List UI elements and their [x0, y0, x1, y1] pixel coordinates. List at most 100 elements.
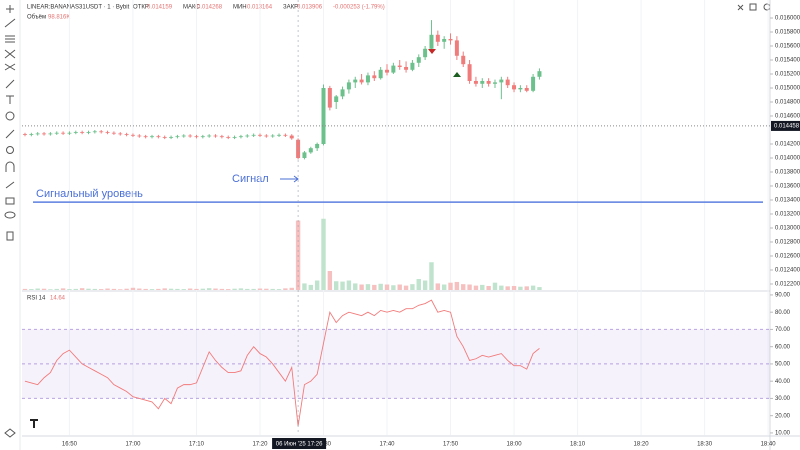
lock-tool[interactable] [5, 197, 15, 205]
crosshair-tool[interactable] [6, 5, 14, 13]
y-tick-label: 80.00 [775, 310, 791, 316]
x-tick-label: 17:40 [380, 442, 396, 448]
candle-body [61, 132, 66, 134]
candle-body [296, 139, 301, 158]
volume-bar [130, 287, 136, 290]
candle-body [277, 134, 282, 136]
volume-bar [327, 271, 333, 290]
volume-bar [511, 285, 517, 290]
sell-marker [428, 49, 436, 54]
candle-body [524, 87, 529, 91]
magnet-tool[interactable] [5, 161, 15, 172]
last-price-label: 0.014458 [774, 124, 800, 130]
candle-body [150, 136, 155, 138]
candle-body [270, 135, 275, 137]
volume-bar [92, 288, 98, 290]
candle-body [499, 79, 504, 83]
text-tool[interactable] [6, 95, 14, 104]
volume-bar [314, 280, 320, 290]
candle-body [245, 135, 250, 137]
candle-body [512, 85, 517, 90]
hide-button[interactable] [737, 4, 744, 11]
drawing-toolbar[interactable] [4, 0, 21, 450]
y-tick-label: 10.00 [775, 431, 791, 437]
candle-body [111, 132, 116, 134]
volume-bar [499, 285, 504, 290]
ohlc-label: ОТКР [133, 5, 149, 11]
brush-tool[interactable] [5, 79, 15, 89]
delete-tool[interactable] [6, 231, 14, 241]
candle-body [531, 76, 536, 91]
volume-bar [346, 280, 352, 290]
y-tick-label: 0.012800 [775, 240, 800, 246]
candle-body [156, 136, 161, 138]
object-tree[interactable] [4, 428, 16, 438]
volume-bar [245, 288, 250, 290]
volume-bar [321, 218, 326, 290]
y-tick-label: 0.014800 [775, 100, 800, 106]
candle-body [327, 87, 332, 108]
stay-drawing-tool[interactable] [5, 181, 15, 189]
x-tick-label: 17:50 [443, 442, 459, 448]
maximize-button[interactable] [749, 3, 757, 11]
volume-bar [473, 285, 479, 290]
ohlc-value: 0.014268 [197, 5, 223, 11]
ohlc-label: МАКС [183, 5, 200, 11]
y-tick-label: 0.013400 [775, 198, 800, 204]
y-tick-label: 0.013000 [775, 226, 800, 232]
candle-body [334, 96, 339, 102]
y-tick-label: 90.00 [775, 293, 791, 299]
y-tick-label: 0.015600 [775, 44, 800, 50]
candle-body [251, 134, 256, 136]
volume-bar [353, 283, 358, 290]
volume-bar [79, 288, 85, 290]
tv-logo [30, 419, 38, 428]
volume-bar [492, 282, 498, 290]
zoom-tool[interactable] [6, 146, 14, 154]
volume-bar [175, 288, 180, 290]
ruler-tool[interactable] [5, 129, 15, 139]
candle-body [130, 134, 135, 136]
volume-bar [168, 288, 174, 290]
volume-bar [200, 288, 206, 290]
candle-body [181, 135, 186, 137]
pattern-tool[interactable] [4, 49, 16, 59]
candle-body [473, 80, 478, 84]
volume-bar [530, 285, 536, 290]
candle-body [143, 136, 148, 138]
x-tick-label: 16:50 [62, 442, 78, 448]
candle-body [385, 69, 390, 73]
hide-tool[interactable] [4, 211, 16, 219]
forecast-tool[interactable] [4, 63, 16, 71]
ohlc-label: МИН [233, 5, 247, 11]
volume-bar [105, 288, 110, 290]
fib-tool[interactable] [5, 35, 15, 43]
rsi-line [24, 299, 540, 427]
volume-bar [505, 286, 510, 290]
volume-bar [238, 288, 244, 290]
icon-tool[interactable] [5, 111, 15, 121]
volume-bar [187, 288, 193, 290]
y-tick-label: 0.014000 [775, 156, 800, 162]
level-label: Сигнальный уровень [36, 188, 143, 200]
candle-body [54, 132, 59, 134]
candle-body [435, 34, 440, 42]
y-tick-label: 0.015200 [775, 72, 800, 78]
volume-bar [226, 289, 231, 290]
volume-bar [137, 288, 142, 290]
volume-bar [283, 288, 288, 290]
candle-body [467, 64, 472, 81]
candle-body [124, 134, 129, 135]
y-tick-label: 0.012400 [775, 268, 800, 274]
candle-body [48, 133, 53, 135]
candle-body [340, 89, 345, 97]
candle-body [35, 133, 40, 135]
y-tick-label: 0.012200 [775, 282, 800, 288]
y-tick-label: 0.015400 [775, 58, 800, 64]
candle-body [80, 132, 85, 133]
trendline-tool[interactable] [4, 18, 16, 28]
x-tick-label: 17:10 [189, 442, 205, 448]
volume-bar [48, 289, 53, 290]
candle-body [391, 65, 396, 73]
candle-body [365, 75, 370, 83]
